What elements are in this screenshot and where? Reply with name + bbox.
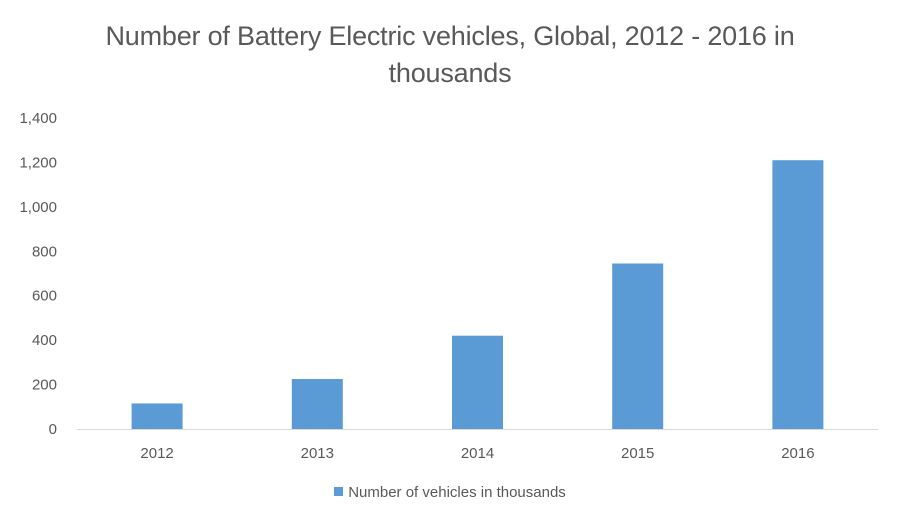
- x-tick-label: 2014: [461, 445, 494, 462]
- bar-2015: [612, 263, 664, 429]
- y-tick-label: 0: [49, 421, 57, 438]
- y-tick-label: 600: [32, 288, 57, 305]
- x-tick-label: 2015: [621, 445, 654, 462]
- x-tick-label: 2012: [140, 445, 173, 462]
- legend-label: Number of vehicles in thousands: [348, 484, 566, 501]
- x-tick-label: 2013: [301, 445, 334, 462]
- y-tick-label: 1,000: [19, 199, 57, 216]
- bar-2012: [131, 403, 183, 429]
- bar-2013: [291, 379, 343, 429]
- y-tick-label: 800: [32, 243, 57, 260]
- y-tick-label: 200: [32, 377, 57, 394]
- chart-legend: Number of vehicles in thousands: [0, 484, 900, 501]
- bar-2016: [772, 160, 824, 429]
- bar-2014: [452, 335, 503, 429]
- chart-title: Number of Battery Electric vehicles, Glo…: [105, 21, 795, 88]
- y-tick-label: 1,400: [19, 110, 57, 127]
- y-tick-label: 400: [32, 332, 57, 349]
- legend-swatch: [334, 487, 344, 496]
- y-tick-label: 1,200: [19, 154, 57, 171]
- x-tick-label: 2016: [781, 445, 814, 462]
